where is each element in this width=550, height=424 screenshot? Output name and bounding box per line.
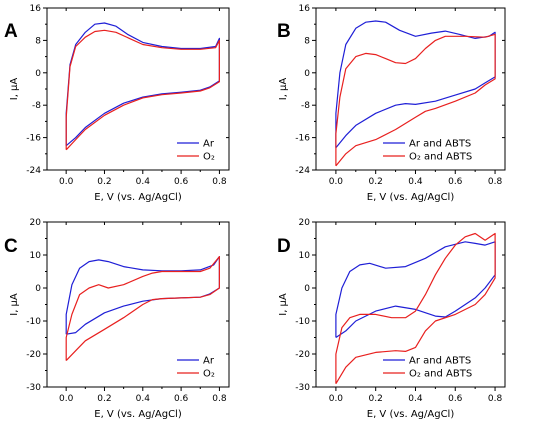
y-tick-label: 8 [304,36,310,46]
x-tick-label: 0.8 [212,177,227,187]
y-tick-label: -30 [26,383,41,393]
x-tick-label: 0.4 [408,177,423,187]
x-axis-title: E, V (vs. Ag/AgCl) [367,192,455,203]
x-tick-label: 0.6 [448,394,463,404]
y-tick-label: -10 [295,317,310,327]
x-axis-title: E, V (vs. Ag/AgCl) [367,409,455,420]
panel-a: A 0.0 0.2 0.4 0.6 0.8 -24 -16 -8 0 8 16 E, V (vs. Ag… [4,4,230,203]
x-tick-label: 0.8 [488,177,503,187]
x-tick-label: 0.8 [488,394,503,404]
x-tick-label: 0.8 [212,394,227,404]
y-tick-label: -20 [26,350,41,360]
y-tick-label: 10 [30,251,42,261]
x-tick-label: 0.4 [136,394,151,404]
y-tick-label: -10 [26,317,41,327]
plot-frame [46,221,230,388]
y-tick-label: -30 [295,383,310,393]
legend-label-2: O₂ and ABTS [409,369,472,380]
x-tick-label: 0.0 [329,394,344,404]
y-tick-label: 16 [30,4,42,14]
y-axis-title: I, μA [278,78,289,101]
legend-label-1: Ar and ABTS [409,139,471,150]
x-tick-label: 0.0 [329,177,344,187]
y-tick-label: 16 [299,4,311,14]
y-tick-label: 0 [304,284,310,294]
series-line-2 [65,256,220,362]
y-tick-label: -16 [295,134,310,144]
series-line-1 [335,241,496,338]
panel-letter: B [277,21,291,42]
x-tick-label: 0.4 [408,394,423,404]
y-tick-label: 8 [35,36,41,46]
series-line-2 [335,33,496,167]
legend-label-1: Ar [203,356,215,367]
x-tick-label: 0.6 [174,177,189,187]
y-tick-label: 0 [304,69,310,79]
y-tick-label: -8 [301,101,310,111]
y-tick-label: 0 [35,69,41,79]
panel-letter: A [4,21,18,42]
x-tick-label: 0.6 [174,394,189,404]
y-tick-label: -24 [295,166,310,176]
legend-label-1: Ar and ABTS [409,356,471,367]
series-line-2 [335,232,496,385]
y-tick-label: 20 [299,218,311,228]
x-tick-label: 0.2 [369,177,383,187]
y-axis-title: I, μA [9,293,20,316]
x-tick-label: 0.2 [97,394,111,404]
y-axis-title: I, μA [278,293,289,316]
y-tick-label: 0 [35,284,41,294]
series-line-2 [65,29,220,151]
legend-label-2: O₂ [203,369,215,380]
x-tick-label: 0.4 [136,177,151,187]
panel-letter: C [4,236,18,257]
y-tick-label: -20 [295,350,310,360]
x-tick-label: 0.2 [97,177,111,187]
panel-b: B 0.0 0.2 0.4 0.6 0.8 -24 -16 -8 0 8 16 E, V (vs. Ag… [277,4,506,203]
y-tick-label: 10 [299,251,311,261]
y-tick-label: 20 [30,218,42,228]
panel-letter: D [277,236,291,257]
y-tick-label: -16 [26,134,41,144]
panel-d: D 0.0 0.2 0.4 0.6 0.8 -30 -20 -10 0 10 20 E, V (vs. … [277,218,506,420]
x-axis-title: E, V (vs. Ag/AgCl) [94,192,182,203]
y-tick-label: -24 [26,166,41,176]
x-tick-label: 0.0 [59,177,74,187]
y-axis-title: I, μA [9,78,20,101]
series-line-1 [335,20,496,149]
panel-c: C 0.0 0.2 0.4 0.6 0.8 -30 -20 -10 0 10 20 E, V (vs. … [4,218,230,420]
legend-label-1: Ar [203,139,215,150]
x-tick-label: 0.6 [448,177,463,187]
legend-label-2: O₂ and ABTS [409,152,472,163]
plot-frame [46,7,230,171]
x-tick-label: 0.0 [59,394,74,404]
series-line-1 [65,22,220,147]
x-tick-label: 0.2 [369,394,383,404]
series-line-1 [65,256,220,335]
y-tick-label: -8 [32,101,41,111]
x-axis-title: E, V (vs. Ag/AgCl) [94,409,182,420]
legend-label-2: O₂ [203,152,215,163]
